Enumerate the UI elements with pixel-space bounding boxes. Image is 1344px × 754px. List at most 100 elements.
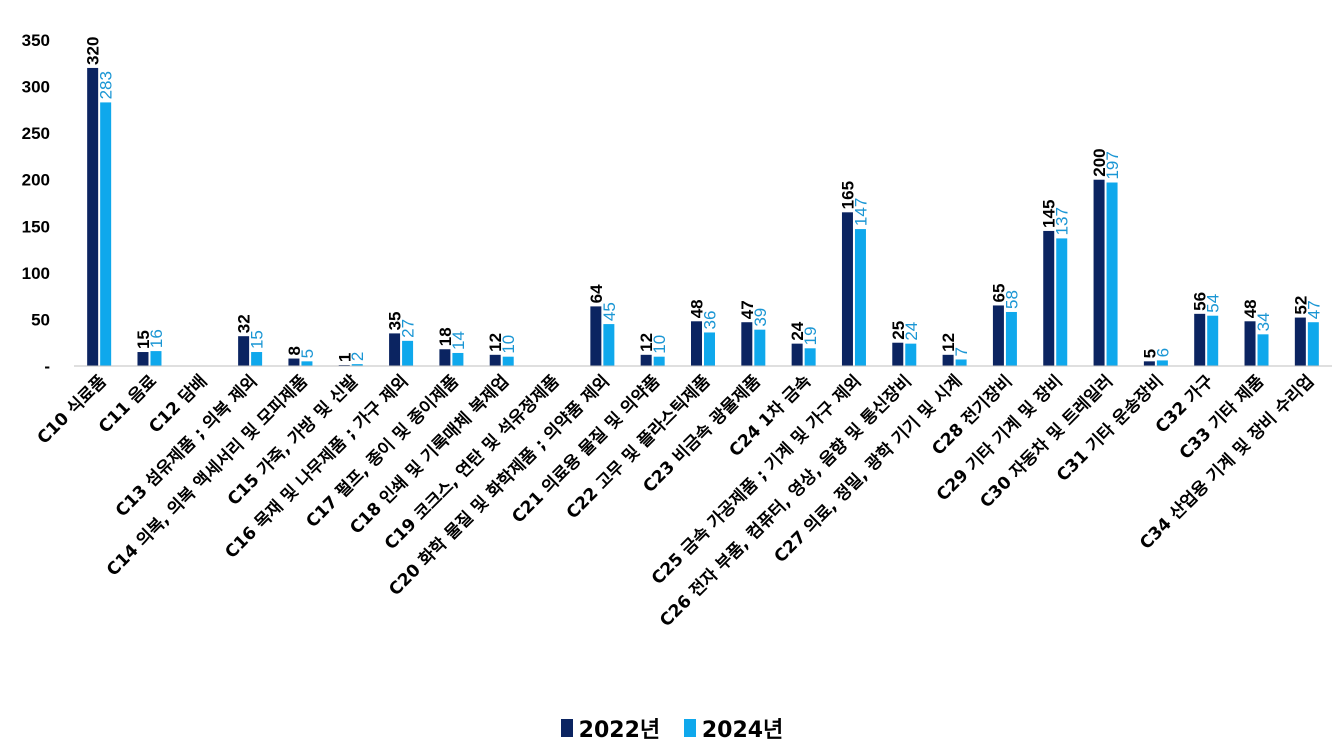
- legend-swatch-2024: [683, 719, 696, 737]
- y-tick-label: 50: [31, 310, 50, 329]
- bar-2024: [251, 352, 263, 366]
- data-label-2024: 5: [298, 349, 317, 358]
- legend-item-2022: 2022년: [560, 712, 661, 744]
- data-label-2024: 147: [851, 198, 870, 226]
- bar-2022: [791, 343, 803, 366]
- data-label-2022: 24: [788, 321, 807, 340]
- bar-2022: [389, 333, 401, 366]
- data-label-2024: 10: [499, 335, 518, 354]
- data-label-2024: 283: [97, 71, 116, 99]
- y-tick-label: 100: [22, 264, 50, 283]
- bar-2024: [301, 361, 313, 366]
- y-axis: - 50 100 150 200 250 300 350: [22, 31, 50, 376]
- bars: [87, 67, 1319, 367]
- data-label-2022: 25: [889, 321, 908, 340]
- data-label-2022: 64: [587, 284, 606, 303]
- bar-2024: [1056, 238, 1068, 366]
- bar-2022: [992, 305, 1004, 366]
- data-label-2022: 52: [1291, 296, 1310, 315]
- data-label-2022: 1: [335, 353, 354, 362]
- x-tick-label: C16 목재 및 나무제품 ; 가구 제외: [221, 371, 412, 562]
- bar-2024: [754, 329, 766, 366]
- bar-2024: [854, 229, 866, 366]
- data-label-2024: 54: [1204, 294, 1223, 313]
- legend-item-2024: 2024년: [683, 712, 784, 744]
- y-tick-label: 350: [22, 31, 50, 50]
- data-label-2022: 56: [1191, 292, 1210, 311]
- data-label-2022: 8: [285, 346, 304, 355]
- bar-2022: [892, 342, 904, 366]
- bar-2024: [804, 348, 816, 366]
- bar-2022: [1143, 361, 1155, 366]
- bar-2022: [489, 354, 501, 366]
- bar-2022: [1244, 321, 1256, 366]
- data-label-2024: 36: [701, 311, 720, 330]
- data-label-2022: 145: [1040, 200, 1059, 228]
- legend-label-2022: 2022년: [578, 718, 661, 743]
- bar-2024: [452, 352, 464, 366]
- data-label-2024: 34: [1254, 312, 1273, 331]
- bar-2024: [1207, 315, 1219, 366]
- bar-2024: [704, 332, 715, 366]
- data-label-2024: 39: [751, 308, 770, 327]
- legend-swatch-2022: [560, 719, 573, 737]
- data-label-2022: 32: [235, 314, 254, 333]
- data-label-2024: 10: [650, 335, 669, 354]
- x-tick-label: C10 식료품: [34, 371, 111, 448]
- bar-2024: [955, 359, 967, 366]
- bar-2024: [100, 102, 112, 367]
- data-label-2024: 16: [147, 329, 166, 348]
- data-label-2024: 47: [1304, 300, 1323, 319]
- bar-2022: [87, 67, 99, 366]
- data-label-2024: 15: [248, 330, 267, 349]
- data-label-2024: 137: [1053, 207, 1072, 235]
- legend-label-2024: 2024년: [701, 718, 784, 743]
- y-tick-label: 250: [22, 124, 50, 143]
- data-label-2022: 35: [386, 311, 405, 330]
- data-label-2024: 6: [1153, 348, 1172, 357]
- bar-2024: [1307, 322, 1319, 366]
- bar-2022: [741, 322, 753, 366]
- bar-2024: [402, 340, 414, 366]
- data-label-2022: 12: [486, 333, 505, 352]
- bar-2022: [590, 306, 602, 366]
- bar-2022: [942, 354, 954, 366]
- data-label-2024: 197: [1103, 151, 1122, 179]
- bar-2024: [351, 364, 363, 366]
- bar-2022: [691, 321, 702, 366]
- y-tick-label: 200: [22, 171, 50, 190]
- legend: 2022년 2024년: [0, 712, 1344, 744]
- data-label-2024: 2: [348, 352, 367, 361]
- bar-2022: [841, 212, 853, 366]
- data-label-2022: 48: [1241, 299, 1260, 318]
- bar-2024: [1156, 360, 1168, 366]
- bar-2022: [1093, 179, 1105, 366]
- bar-2024: [1257, 334, 1269, 366]
- y-tick-label: 300: [22, 78, 50, 97]
- data-label-2022: 12: [939, 333, 958, 352]
- data-label-2024: 58: [1002, 290, 1021, 309]
- bar-2022: [640, 354, 652, 366]
- bar-2024: [905, 343, 917, 366]
- data-label-2022: 12: [637, 333, 656, 352]
- data-label-2022: 320: [84, 37, 103, 65]
- data-label-2022: 65: [989, 284, 1008, 303]
- bar-2024: [603, 324, 615, 366]
- data-label-2022: 165: [838, 181, 857, 209]
- bar-2022: [439, 349, 451, 366]
- bar-2024: [653, 356, 665, 366]
- bar-2022: [1194, 313, 1206, 366]
- bar-2022: [288, 358, 300, 366]
- data-label-2024: 27: [399, 319, 418, 338]
- data-label-2024: 14: [449, 331, 468, 350]
- y-tick-label: -: [44, 357, 50, 376]
- bar-2024: [502, 356, 514, 366]
- bar-2024: [1106, 182, 1118, 366]
- bar-2022: [238, 336, 250, 366]
- bar-2024: [150, 351, 162, 366]
- data-label-2024: 19: [801, 326, 820, 345]
- data-label-2024: 24: [902, 322, 921, 341]
